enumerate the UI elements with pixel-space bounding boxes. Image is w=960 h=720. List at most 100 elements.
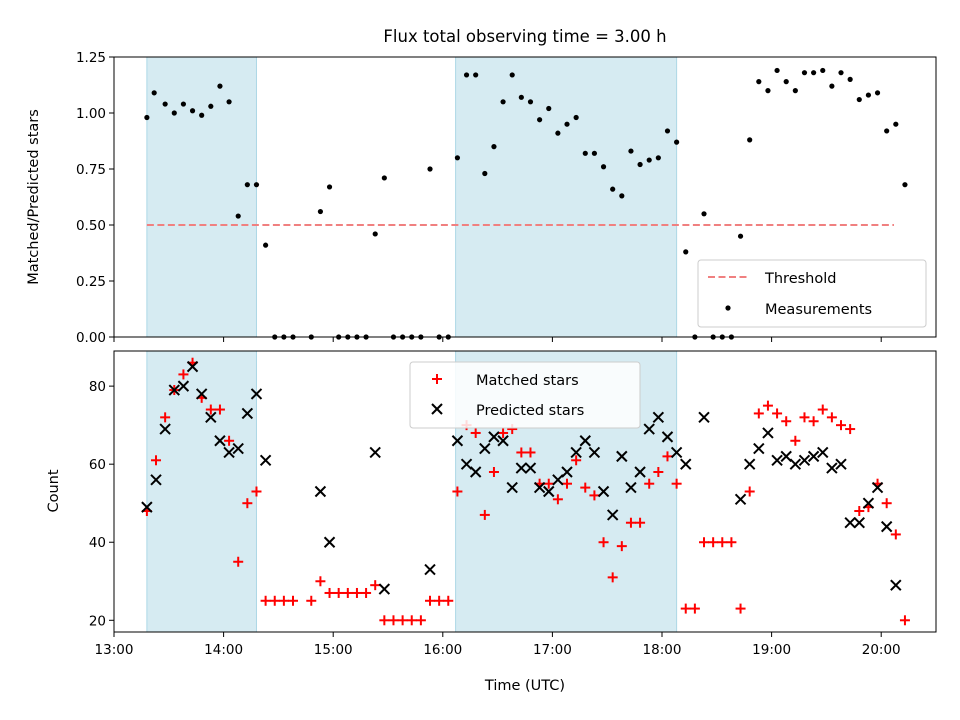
predicted-star-point xyxy=(488,431,500,443)
measurement-point xyxy=(893,121,899,127)
legend-measurement-label: Measurements xyxy=(765,302,872,318)
legend-matched-label: Matched stars xyxy=(476,373,579,389)
measurement-point xyxy=(546,105,552,112)
matched-star-point xyxy=(836,420,847,431)
predicted-star-point xyxy=(150,474,162,486)
predicted-star-point xyxy=(789,458,802,470)
measurement-point xyxy=(655,155,661,161)
bottom-x-tick-label: 15:00 xyxy=(314,642,353,658)
top-chart-frame xyxy=(113,56,937,338)
predicted-star-point xyxy=(817,446,829,459)
predicted-star-point xyxy=(807,450,820,463)
measurement-point xyxy=(555,130,561,136)
matched-star-point xyxy=(571,455,582,466)
predicted-star-point xyxy=(698,411,710,424)
matched-star-point xyxy=(498,427,509,438)
matched-star-point xyxy=(689,603,700,614)
matched-star-point xyxy=(434,595,445,606)
measurement-point xyxy=(427,166,433,172)
measurement-point xyxy=(747,137,753,143)
predicted-star-point xyxy=(205,411,217,424)
predicted-star-point xyxy=(743,458,756,470)
predicted-star-point xyxy=(159,423,171,435)
predicted-star-point xyxy=(314,485,327,498)
measurement-point xyxy=(829,83,835,89)
bottom-x-tick-label: 17:00 xyxy=(533,642,572,658)
measurement-point xyxy=(801,70,808,76)
bottom-x-tick-label: 13:00 xyxy=(95,642,134,658)
predicted-star-point xyxy=(497,435,509,447)
measurement-point xyxy=(263,242,269,248)
measurement-point xyxy=(838,70,844,76)
predicted-star-point xyxy=(250,388,263,400)
measurement-point xyxy=(683,249,689,255)
matched-star-point xyxy=(735,603,746,614)
measurement-point xyxy=(884,128,890,134)
measurement-point xyxy=(737,233,744,239)
matched-star-point xyxy=(854,506,865,517)
matched-star-point xyxy=(278,595,289,606)
matched-star-point xyxy=(552,494,563,505)
matched-star-point xyxy=(845,424,856,435)
legend-threshold-label: Threshold xyxy=(764,271,836,287)
predicted-star-point xyxy=(734,493,747,506)
matched-star-point xyxy=(415,615,426,626)
predicted-star-point xyxy=(634,466,646,478)
measurement-point xyxy=(774,67,780,74)
matched-star-point xyxy=(671,478,682,489)
matched-star-point xyxy=(598,537,609,548)
legend-predicted-label: Predicted stars xyxy=(476,403,584,419)
measurement-point xyxy=(151,90,157,96)
bottom-chart-panel: 20 40 60 80 13:00 14:00 15:00 16:00 17:00 18:00 1… xyxy=(46,350,937,694)
measurement-point xyxy=(783,79,789,85)
measurement-point xyxy=(765,88,771,94)
predicted-star-point xyxy=(543,485,555,498)
predicted-star-point xyxy=(524,462,537,474)
measurement-point xyxy=(253,182,260,188)
matched-star-point xyxy=(151,455,162,466)
matched-star-point xyxy=(607,572,618,583)
top-y-tick-label: 0.00 xyxy=(76,330,106,346)
predicted-star-point xyxy=(579,435,591,447)
matched-star-point xyxy=(525,447,536,458)
bottom-chart-frame xyxy=(113,350,937,633)
matched-star-point xyxy=(772,408,783,419)
predicted-star-point xyxy=(424,563,436,576)
predicted-star-point xyxy=(880,520,893,533)
matched-star-point xyxy=(890,529,901,540)
predicted-star-point xyxy=(552,474,564,486)
top-chart-panel: 0.00 0.25 0.50 0.75 1.00 1.25 Matched/Predict… xyxy=(26,50,937,346)
predicted-star-point xyxy=(451,435,464,447)
predicted-star-point xyxy=(844,517,856,529)
bottom-y-tick-label: 20 xyxy=(89,613,106,629)
predicted-star-point xyxy=(753,442,765,455)
measurement-point xyxy=(637,161,643,168)
measurement-point xyxy=(180,101,187,107)
measurement-point xyxy=(463,72,470,78)
matched-star-point xyxy=(662,451,673,462)
predicted-star-point xyxy=(515,462,528,474)
matched-star-point xyxy=(406,615,417,626)
top-y-tick-label: 0.25 xyxy=(76,274,106,290)
shaded-interval xyxy=(146,56,257,338)
matched-star-point xyxy=(753,408,764,419)
legend-predicted-swatch xyxy=(431,403,443,415)
measurement-point xyxy=(235,213,241,219)
bottom-x-tick-label: 19:00 xyxy=(752,642,791,658)
predicted-star-point xyxy=(232,442,244,455)
matched-star-point xyxy=(333,587,344,598)
matched-star-point xyxy=(644,478,655,489)
shaded-interval xyxy=(455,56,678,338)
measurement-point xyxy=(500,99,506,105)
matched-star-point xyxy=(251,486,262,497)
matched-star-point xyxy=(452,486,463,497)
bottom-chart-ylabel: Count xyxy=(46,469,62,512)
matched-star-point xyxy=(361,587,372,598)
measurement-point xyxy=(144,114,150,121)
measurement-point xyxy=(491,144,497,150)
predicted-star-point xyxy=(378,583,391,595)
predicted-star-point xyxy=(853,517,865,529)
predicted-star-point xyxy=(680,458,692,470)
bottom-y-tick-label: 60 xyxy=(89,457,106,473)
